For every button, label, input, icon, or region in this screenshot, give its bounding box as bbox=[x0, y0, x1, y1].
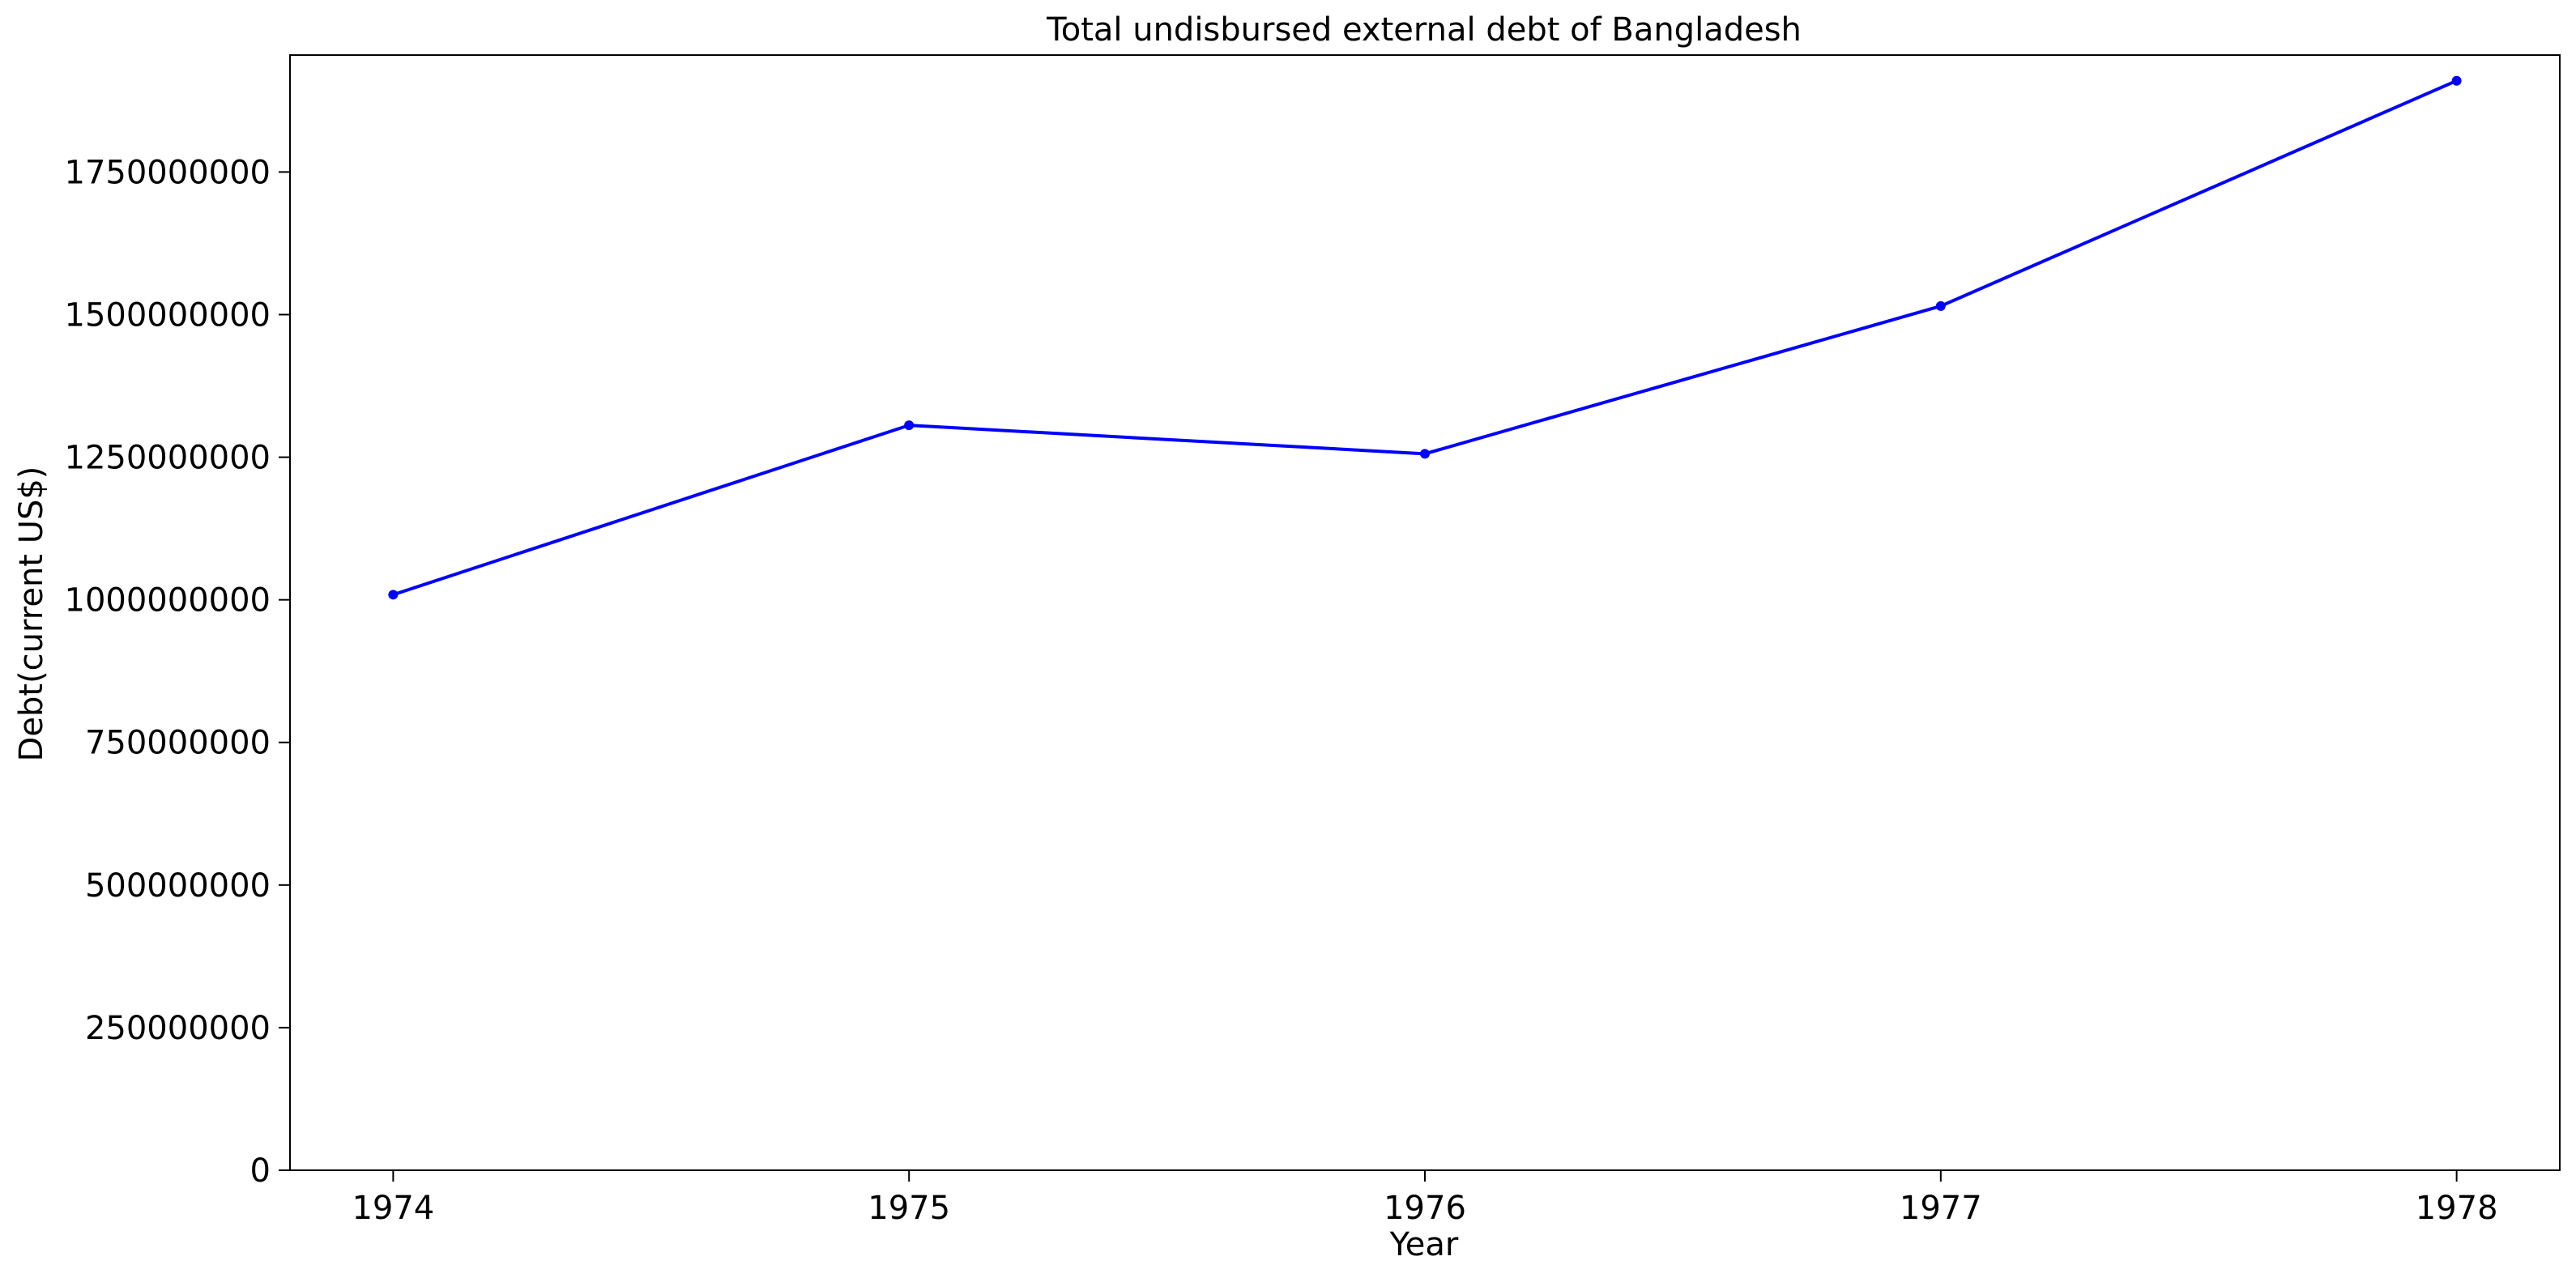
y-tick-label: 0 bbox=[250, 1152, 271, 1190]
data-point bbox=[388, 590, 399, 600]
y-tick-label: 750000000 bbox=[85, 725, 271, 762]
chart-title: Total undisbursed external debt of Bangl… bbox=[1046, 11, 1802, 49]
data-point bbox=[904, 420, 915, 431]
y-axis-label: Debt(current US$) bbox=[13, 466, 50, 762]
data-point bbox=[1420, 449, 1430, 459]
axes: 0 250000000 500000000 750000000 1000000000 12… bbox=[65, 154, 2498, 1227]
y-tick-label: 500000000 bbox=[85, 867, 271, 905]
y-tick-label: 1500000000 bbox=[65, 296, 271, 334]
series-layer bbox=[388, 75, 2462, 600]
y-tick-label: 250000000 bbox=[85, 1010, 271, 1047]
data-point bbox=[2451, 75, 2462, 86]
x-tick-label: 1974 bbox=[352, 1190, 434, 1227]
x-tick-label: 1978 bbox=[2416, 1190, 2498, 1227]
x-tick-label: 1976 bbox=[1384, 1190, 1466, 1227]
x-tick-label: 1975 bbox=[868, 1190, 950, 1227]
plot-area-frame bbox=[289, 54, 2561, 1171]
x-tick-label: 1977 bbox=[1900, 1190, 1982, 1227]
y-tick-label: 1750000000 bbox=[65, 154, 271, 191]
y-tick-label: 1000000000 bbox=[65, 582, 271, 620]
data-point bbox=[1935, 300, 1946, 311]
y-tick-label: 1250000000 bbox=[65, 440, 271, 477]
x-axis-label: Year bbox=[1389, 1226, 1459, 1263]
